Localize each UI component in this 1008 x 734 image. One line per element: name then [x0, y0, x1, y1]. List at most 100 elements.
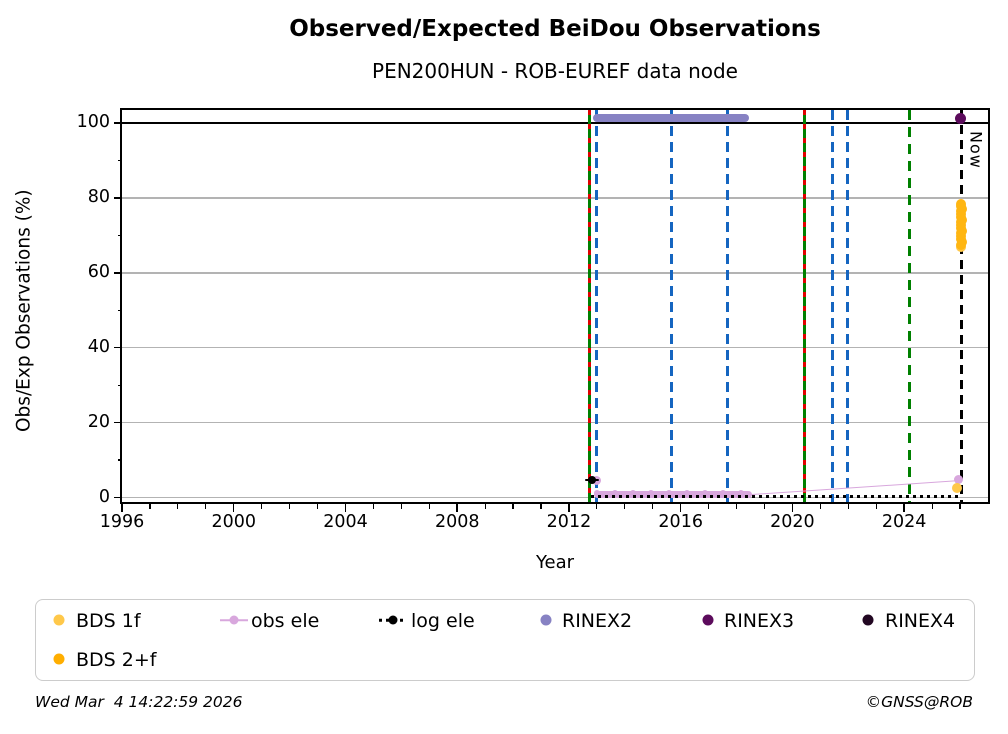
series-obs ele-marker — [954, 475, 964, 485]
series-obs ele-dot — [599, 490, 607, 498]
y-minor-tick — [117, 309, 122, 311]
y-major-tick — [114, 496, 122, 499]
series-obs ele-dot — [611, 490, 619, 497]
legend-marker-RINEX4 — [862, 614, 874, 626]
series-obs ele-dot — [671, 490, 679, 498]
x-minor-tick — [289, 504, 291, 509]
legend-label-obs ele: obs ele — [251, 610, 320, 632]
event-line-green-red-dashed — [588, 110, 592, 502]
series-obs ele-dot — [707, 490, 715, 498]
series-obs ele-dot — [629, 490, 637, 497]
x-minor-tick — [763, 504, 766, 509]
x-minor-tick — [596, 504, 598, 509]
x-tick-label: 2024 — [881, 512, 927, 532]
x-minor-tick — [400, 504, 402, 509]
series-obs ele-dot — [647, 490, 655, 497]
y-tick-label: 0 — [98, 486, 110, 507]
series-obs ele-dot — [695, 491, 703, 499]
legend-label-BDS 1f: BDS 1f — [76, 610, 141, 632]
y-tick-label: 40 — [87, 336, 110, 357]
x-minor-tick — [624, 504, 626, 509]
series-log ele-marker — [587, 476, 596, 485]
series-RINEX2 — [593, 114, 750, 123]
legend-label-RINEX2: RINEX2 — [562, 610, 633, 632]
copyright-text: ©GNSS@ROB — [865, 693, 973, 711]
series-obs ele-dot — [731, 491, 739, 499]
x-minor-tick — [931, 504, 933, 509]
series-obs ele-dot — [713, 491, 721, 499]
x-major-tick — [456, 504, 458, 512]
x-minor-tick — [261, 504, 263, 509]
x-minor-tick — [540, 504, 542, 509]
y-axis-label: Obs/Exp Observations (%) — [13, 189, 35, 433]
reference-line-100 — [122, 122, 988, 125]
x-major-tick — [903, 504, 905, 512]
x-minor-tick — [484, 504, 486, 509]
x-major-tick — [121, 504, 123, 512]
series-obs ele-dot — [725, 490, 733, 498]
series-obs ele-dot — [659, 491, 667, 499]
legend-label-RINEX3: RINEX3 — [724, 610, 795, 632]
x-major-tick — [232, 504, 235, 512]
gridline-y-0 — [122, 496, 988, 499]
y-tick-label: 20 — [87, 411, 110, 432]
legend-marker-RINEX3 — [702, 614, 714, 626]
x-minor-tick — [316, 504, 319, 509]
plot-frame: Now — [120, 108, 990, 504]
series-obs ele-dot — [593, 490, 601, 497]
series-obs ele-dot — [689, 490, 697, 498]
gridline-y-20 — [122, 421, 988, 424]
series-obs ele-dot — [641, 491, 649, 499]
x-major-tick — [568, 504, 570, 512]
gridline-y-40 — [122, 346, 988, 349]
event-line-green-red-dashed — [803, 110, 807, 502]
series-obs ele-line — [751, 479, 959, 496]
x-minor-tick — [819, 504, 821, 509]
y-major-tick — [114, 272, 122, 274]
x-minor-tick — [177, 504, 179, 509]
legend-marker-obs ele — [229, 615, 239, 625]
y-major-tick — [114, 197, 122, 199]
series-obs ele-dot — [653, 490, 661, 498]
plot-area: Now — [122, 110, 988, 502]
y-major-tick — [114, 421, 122, 424]
now-label: Now — [966, 131, 986, 169]
now-line — [960, 110, 963, 502]
x-minor-tick — [847, 504, 849, 509]
x-minor-tick — [959, 504, 961, 509]
timestamp-text: Wed Mar 4 14:22:59 2026 — [35, 693, 243, 711]
y-tick-label: 80 — [87, 186, 110, 207]
x-minor-tick — [372, 504, 374, 509]
chart-title: Observed/Expected BeiDou Observations — [289, 16, 821, 42]
x-minor-tick — [708, 504, 710, 509]
x-tick-label: 2004 — [323, 512, 368, 532]
series-obs ele-dot — [701, 490, 709, 497]
legend-label-BDS 2+f: BDS 2+f — [76, 649, 157, 671]
y-tick-label: 100 — [76, 112, 110, 133]
series-obs ele-dot — [623, 491, 631, 499]
event-line-blue-dashed — [670, 110, 674, 502]
x-minor-tick — [205, 504, 207, 509]
legend-marker-RINEX2 — [540, 614, 552, 626]
series-obs ele-dot — [743, 490, 751, 498]
series-BDS 1f-point — [951, 482, 962, 493]
x-tick-label: 2016 — [658, 512, 703, 532]
x-major-tick — [344, 504, 347, 512]
legend-label-log ele: log ele — [411, 610, 475, 632]
x-tick-label: 2012 — [546, 512, 592, 532]
series-obs ele-dot — [617, 490, 625, 498]
event-line-green-dashed — [908, 110, 912, 502]
x-major-tick — [791, 504, 794, 512]
y-minor-tick — [117, 159, 122, 162]
y-minor-tick — [117, 234, 122, 236]
x-minor-tick — [875, 504, 877, 509]
x-tick-label: 2008 — [434, 512, 480, 532]
x-tick-label: 2000 — [211, 512, 256, 532]
x-axis-label: Year — [535, 552, 575, 573]
series-obs ele-dot — [719, 490, 727, 497]
gridline-y-80 — [122, 197, 988, 199]
event-line-blue-dashed — [594, 110, 598, 502]
x-tick-label: 1996 — [99, 512, 145, 532]
x-minor-tick — [735, 504, 738, 509]
